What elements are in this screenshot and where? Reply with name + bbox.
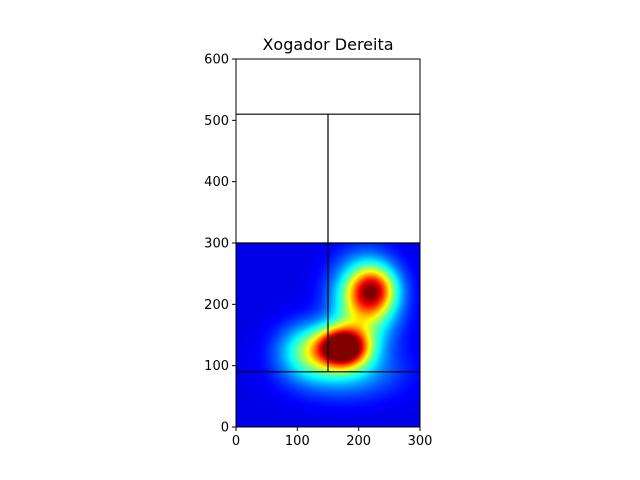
x-tick-label: 0 <box>232 434 240 449</box>
x-tick-label: 300 <box>408 434 433 449</box>
pitch-lines <box>236 113 420 373</box>
x-tick-label: 100 <box>285 434 310 449</box>
x-tick-label: 200 <box>346 434 371 449</box>
y-tick-label: 0 <box>221 421 229 436</box>
plot-area <box>235 58 421 428</box>
y-axis: 0 100 200 300 400 500 600 <box>204 53 236 436</box>
y-tick-label: 200 <box>204 298 229 313</box>
y-tick-label: 500 <box>204 114 229 129</box>
y-tick-label: 100 <box>204 359 229 374</box>
y-tick-label: 300 <box>204 237 229 252</box>
y-tick-label: 400 <box>204 175 229 190</box>
y-tick-label: 600 <box>204 53 229 68</box>
x-axis: 0 100 200 300 <box>232 427 433 449</box>
chart-title: Xogador Dereita <box>262 35 393 54</box>
